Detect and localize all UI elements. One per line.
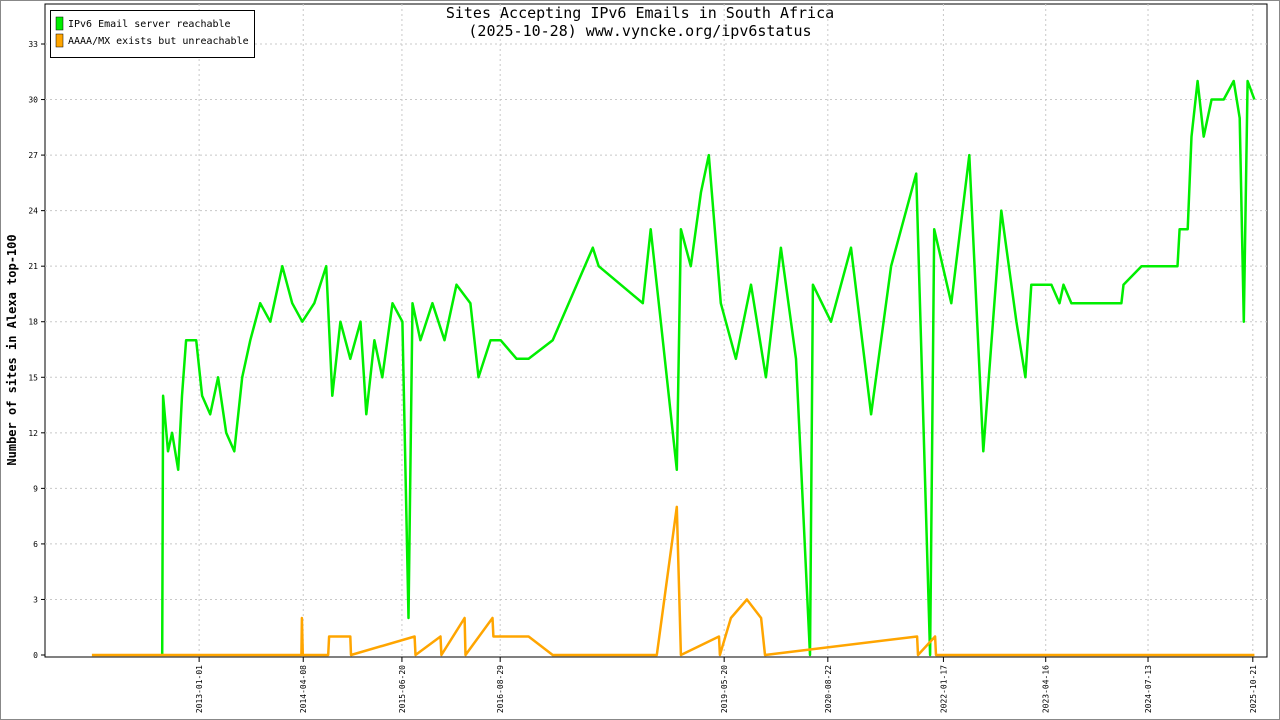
- legend-swatch: [55, 33, 64, 48]
- x-tick-label: 2016-08-29: [496, 665, 505, 713]
- series-line: [91, 505, 1255, 657]
- legend-label: IPv6 Email server reachable: [68, 19, 231, 30]
- series-line: [160, 79, 1256, 657]
- y-tick-label: 12: [28, 429, 38, 438]
- y-tick-label: 6: [33, 540, 38, 549]
- legend-box: [50, 10, 255, 58]
- y-tick-label: 30: [28, 96, 38, 105]
- x-tick-label: 2025-10-21: [1249, 665, 1258, 713]
- x-tick-label: 2014-04-08: [299, 665, 308, 713]
- x-tick-label: 2019-05-20: [720, 665, 729, 713]
- y-tick-label: 9: [33, 484, 38, 493]
- plot-area: [44, 3, 1268, 658]
- y-axis-label: Number of sites in Alexa top-100: [5, 234, 19, 465]
- x-tick-label: 2023-04-16: [1042, 665, 1051, 713]
- y-tick-label: 21: [28, 262, 38, 271]
- y-tick-label: 15: [28, 373, 38, 382]
- x-tick-label: 2022-01-17: [939, 665, 948, 713]
- y-tick-label: 0: [33, 651, 38, 660]
- y-tick-label: 24: [28, 207, 38, 216]
- y-tick-label: 27: [28, 151, 38, 160]
- x-tick-label: 2013-01-01: [195, 665, 204, 713]
- legend-swatch: [55, 16, 64, 31]
- y-tick-label: 18: [28, 318, 38, 327]
- chart-subtitle: (2025-10-28) www.vyncke.org/ipv6status: [468, 22, 811, 40]
- x-tick-label: 2024-07-13: [1144, 665, 1153, 713]
- x-tick-label: 2015-06-20: [398, 665, 407, 713]
- chart-title: Sites Accepting IPv6 Emails in South Afr…: [446, 4, 834, 22]
- y-tick-label: 3: [33, 595, 38, 604]
- y-tick-label: 33: [28, 40, 38, 49]
- legend: IPv6 Email server reachable AAAA/MX exist…: [50, 10, 255, 58]
- legend-label: AAAA/MX exists but unreachable: [68, 36, 249, 47]
- x-tick-label: 2020-08-22: [824, 665, 833, 713]
